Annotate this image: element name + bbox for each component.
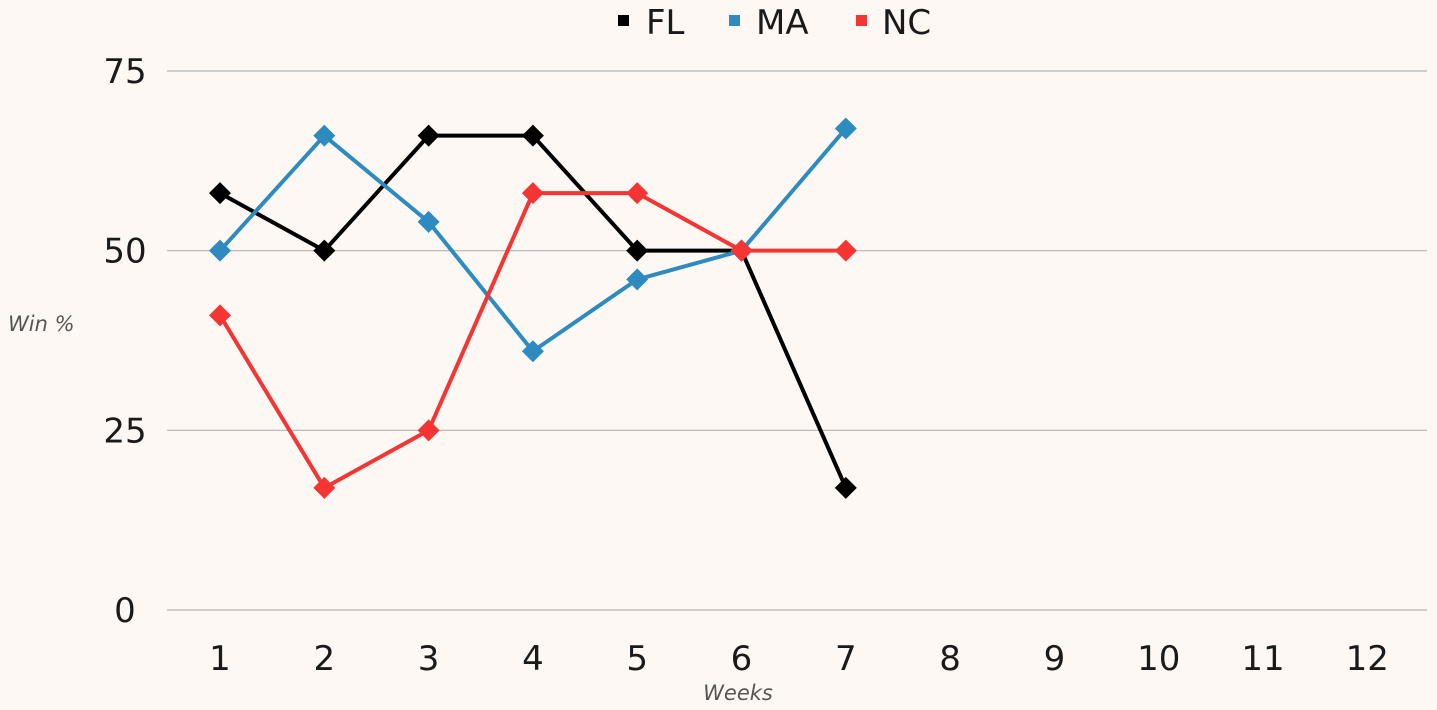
- y-axis-title: Win %: [8, 312, 75, 336]
- x-tick-label-7: 7: [835, 639, 857, 679]
- point-nc-week-6: [730, 239, 753, 262]
- legend-swatch-ma: [729, 15, 740, 26]
- y-tick-label-75: 75: [103, 52, 146, 92]
- series-nc: [209, 182, 857, 499]
- x-tick-label-4: 4: [522, 639, 544, 679]
- series-fl: [209, 124, 857, 499]
- x-tick-label-11: 11: [1241, 639, 1284, 679]
- x-tick-label-12: 12: [1346, 639, 1389, 679]
- point-ma-week-4: [521, 340, 544, 363]
- point-fl-week-1: [209, 182, 231, 205]
- point-ma-week-5: [626, 268, 649, 291]
- point-fl-week-5: [626, 239, 649, 262]
- series-line-ma: [218, 127, 848, 354]
- x-tick-label-5: 5: [626, 639, 648, 679]
- x-tick-label-10: 10: [1137, 639, 1180, 679]
- legend-label-fl: FL: [646, 3, 685, 43]
- legend-swatch-nc: [856, 15, 867, 26]
- point-nc-week-4: [521, 182, 544, 205]
- legend-label-nc: NC: [882, 3, 931, 43]
- point-fl-week-4: [521, 124, 544, 147]
- x-tick-label-9: 9: [1044, 639, 1066, 679]
- point-ma-week-7: [834, 117, 857, 140]
- point-ma-week-3: [417, 210, 440, 233]
- point-nc-week-5: [626, 182, 649, 205]
- point-fl-week-3: [417, 124, 440, 147]
- x-tick-label-8: 8: [939, 639, 961, 679]
- legend-label-ma: MA: [756, 3, 809, 43]
- y-tick-label-50: 50: [103, 232, 146, 272]
- x-tick-label-6: 6: [731, 639, 753, 679]
- x-tick-label-1: 1: [209, 639, 231, 679]
- x-axis-title: Weeks: [703, 681, 773, 705]
- point-ma-week-1: [209, 239, 231, 262]
- point-nc-week-3: [417, 419, 440, 442]
- legend-swatch-fl: [618, 15, 629, 26]
- series-layer: [209, 117, 857, 499]
- y-tick-label-0: 0: [114, 591, 136, 631]
- x-tick-label-3: 3: [418, 639, 440, 679]
- y-axis-ticks: 0 25 50 75: [103, 52, 146, 631]
- x-tick-label-2: 2: [313, 639, 335, 679]
- point-nc-week-1: [209, 304, 231, 327]
- point-nc-week-2: [313, 476, 336, 499]
- point-fl-week-2: [313, 239, 336, 262]
- legend: FL MA NC: [618, 3, 931, 43]
- point-ma-week-2: [313, 124, 336, 147]
- point-fl-week-7: [834, 476, 857, 499]
- y-tick-label-25: 25: [103, 411, 146, 451]
- gridlines: [167, 70, 1427, 611]
- point-nc-week-7: [834, 239, 857, 262]
- x-axis-ticks: 1 2 3 4 5 6 7 8 9 10 11 12: [209, 639, 1389, 679]
